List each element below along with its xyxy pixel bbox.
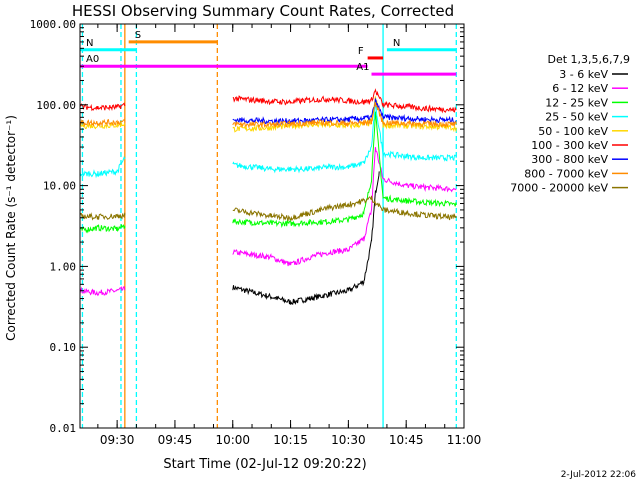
interval-bars: S N N F A0 A1 (80, 30, 457, 76)
legend-label-3: 25 - 50 keV (545, 111, 608, 124)
interval-bar-label-0: S (135, 30, 141, 41)
x-tick-label-5: 10:45 (389, 433, 424, 447)
axes: 0.01 0.10 1.00 10.00 100.00 1000.00 09:30 09:45… (30, 18, 482, 447)
series-line-7-seg-0 (79, 117, 126, 127)
x-tick-label-1: 09:45 (158, 433, 193, 447)
y-tick-label-3: 10.00 (43, 180, 76, 193)
series-line-5-seg-0 (79, 102, 126, 112)
y-tick-label-0: 0.01 (50, 422, 77, 435)
vertical-markers (81, 24, 457, 428)
legend-label-1: 6 - 12 keV (552, 82, 608, 95)
series-line-3-seg-0 (79, 155, 126, 179)
x-tick-label-6: 11:00 (447, 433, 482, 447)
y-tick-label-4: 100.00 (36, 99, 76, 112)
series-line-6-seg-0 (232, 97, 457, 126)
interval-bar-label-3: F (358, 46, 364, 57)
y-tick-label-2: 1.00 (50, 260, 77, 273)
series-line-2-seg-1 (232, 111, 457, 229)
y-tick-label-5: 1000.00 (30, 18, 76, 31)
y-axis-label: Corrected Count Rate (s⁻¹ detector⁻¹) (4, 115, 18, 341)
series-line-1-seg-1 (232, 147, 457, 267)
series-line-4-seg-0 (79, 121, 126, 130)
legend-label-2: 12 - 25 keV (545, 96, 608, 109)
series-line-2-seg-0 (79, 223, 126, 234)
x-tick-label-3: 10:15 (273, 433, 308, 447)
series-line-3-seg-1 (232, 102, 457, 174)
legend-label-8: 7000 - 20000 keV (510, 182, 608, 195)
legend-label-7: 800 - 7000 keV (524, 167, 608, 180)
timestamp: 2-Jul-2012 22:06 (561, 470, 637, 480)
series-lines (79, 88, 457, 305)
series-line-0-seg-0 (232, 171, 380, 305)
interval-bar-label-4: A0 (86, 54, 99, 65)
legend-label-4: 50 - 100 keV (538, 125, 608, 138)
plot-frame (79, 23, 465, 429)
legend-label-5: 100 - 300 keV (531, 139, 608, 152)
interval-bar-label-1: N (86, 38, 93, 49)
chart-title: HESSI Observing Summary Count Rates, Cor… (72, 2, 454, 20)
series-line-5-seg-1 (232, 88, 457, 114)
x-axis-label: Start Time (02-Jul-12 09:20:22) (163, 457, 366, 472)
series-line-7-seg-1 (232, 102, 457, 129)
series-line-1-seg-0 (79, 286, 126, 297)
legend-label-6: 300 - 800 keV (531, 153, 608, 166)
interval-bar-label-5: A1 (356, 62, 369, 73)
interval-bar-label-2: N (393, 38, 400, 49)
x-tick-label-2: 10:00 (215, 433, 250, 447)
y-tick-label-1: 0.10 (50, 341, 77, 354)
x-tick-label-4: 10:30 (331, 433, 366, 447)
x-tick-label-0: 09:30 (100, 433, 135, 447)
legend-label-0: 3 - 6 keV (559, 68, 608, 81)
series-line-8-seg-1 (232, 195, 457, 222)
series-line-8-seg-0 (79, 212, 126, 221)
legend-title: Det 1,3,5,6,7,9 (547, 53, 630, 66)
